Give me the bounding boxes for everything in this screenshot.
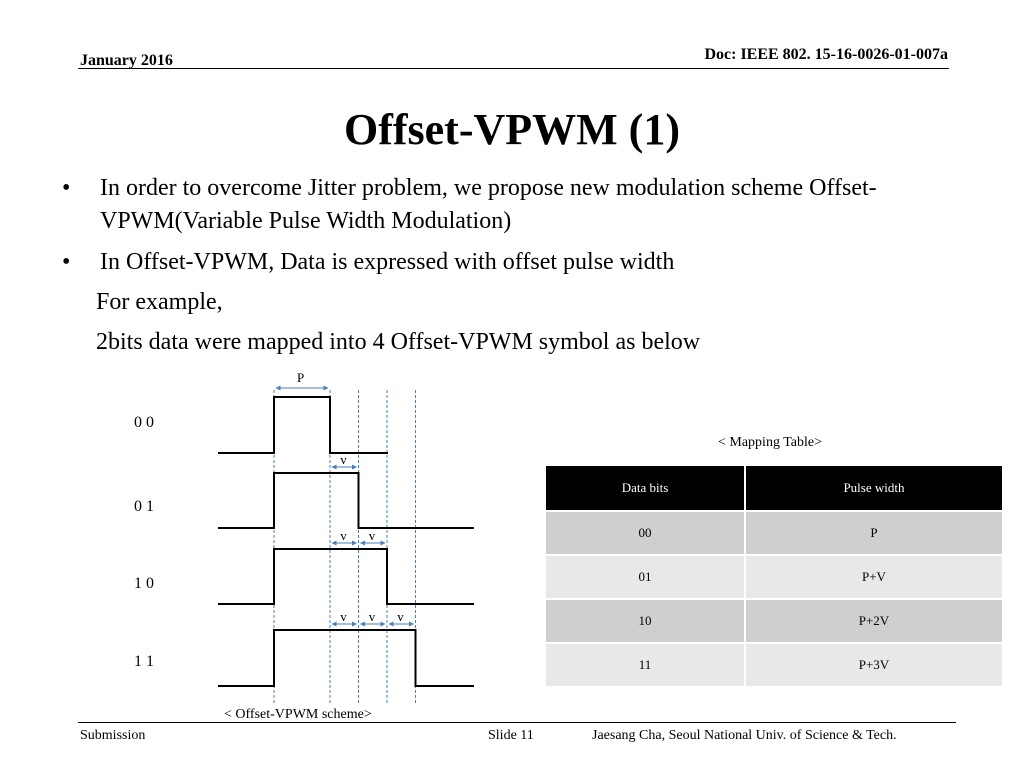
table-cell: P+V xyxy=(744,554,1002,599)
bullet-list: • In order to overcome Jitter problem, w… xyxy=(56,172,956,359)
table-cell: 10 xyxy=(546,598,746,643)
header-divider xyxy=(78,68,949,69)
footer-slide-number: Slide 11 xyxy=(488,728,534,743)
table-cell: P+2V xyxy=(744,598,1002,643)
footer-author: Jaesang Cha, Seoul National Univ. of Sci… xyxy=(592,728,897,743)
v-dimension-label: v xyxy=(369,609,376,624)
table-cell: 01 xyxy=(546,554,746,599)
table-row: 01 P+V xyxy=(546,554,1002,599)
bullet-item: • In Offset-VPWM, Data is expressed with… xyxy=(56,246,956,279)
bullet-dot-icon: • xyxy=(62,249,71,275)
footer-submission: Submission xyxy=(80,728,146,743)
v-dimension-label: v xyxy=(340,528,347,543)
bullet-text: In order to overcome Jitter problem, we … xyxy=(100,175,877,234)
symbol-waveform xyxy=(218,396,388,454)
v-dimension-label: v xyxy=(340,609,347,624)
bullet-dot-icon: • xyxy=(62,175,71,201)
symbol-label: 1 0 xyxy=(134,575,154,592)
header-doc-id: Doc: IEEE 802. 15-16-0026-01-007a xyxy=(704,46,948,63)
table-row: 10 P+2V xyxy=(546,598,1002,643)
waveforms xyxy=(218,396,474,687)
symbol-label: 0 1 xyxy=(134,498,154,515)
dimension-arrows: Pv v v v v v xyxy=(275,370,414,627)
scheme-caption: < Offset-VPWM scheme> xyxy=(224,707,372,722)
footer-divider xyxy=(78,722,956,723)
table-cell: P xyxy=(744,510,1002,555)
table-cell: 00 xyxy=(546,510,746,555)
symbol-label: 1 1 xyxy=(134,653,154,670)
slide-title: Offset-VPWM (1) xyxy=(344,105,680,154)
table-row: 11 P+3V xyxy=(546,642,1002,686)
column-header: Data bits xyxy=(546,466,746,511)
v-dimension-label: v xyxy=(369,528,376,543)
sub-line: 2bits data were mapped into 4 Offset-VPW… xyxy=(96,329,701,355)
symbol-labels: 0 0 0 1 1 0 1 1 xyxy=(134,414,154,670)
v-dimension-label: v xyxy=(397,609,404,624)
table-caption: < Mapping Table> xyxy=(718,435,822,450)
table-header-row: Data bits Pulse width xyxy=(546,466,1002,511)
table-cell: 11 xyxy=(546,642,746,686)
column-header: Pulse width xyxy=(744,466,1002,511)
mapping-table: Data bits Pulse width 00 P 01 P+V 10 P+2… xyxy=(546,466,1002,686)
p-dimension-label: P xyxy=(297,370,304,385)
symbol-waveform xyxy=(218,548,474,605)
bullet-text: In Offset-VPWM, Data is expressed with o… xyxy=(100,249,675,275)
table-cell: P+3V xyxy=(744,642,1002,686)
header-date: January 2016 xyxy=(80,52,173,69)
bullet-item: • In order to overcome Jitter problem, w… xyxy=(56,172,956,238)
symbol-label: 0 0 xyxy=(134,414,154,431)
table-row: 00 P xyxy=(546,510,1002,555)
symbol-waveform xyxy=(218,472,474,529)
sub-line: For example, xyxy=(96,289,223,315)
symbol-waveform xyxy=(218,629,474,687)
v-dimension-label: v xyxy=(340,452,347,467)
dashed-guide-lines xyxy=(273,390,416,705)
